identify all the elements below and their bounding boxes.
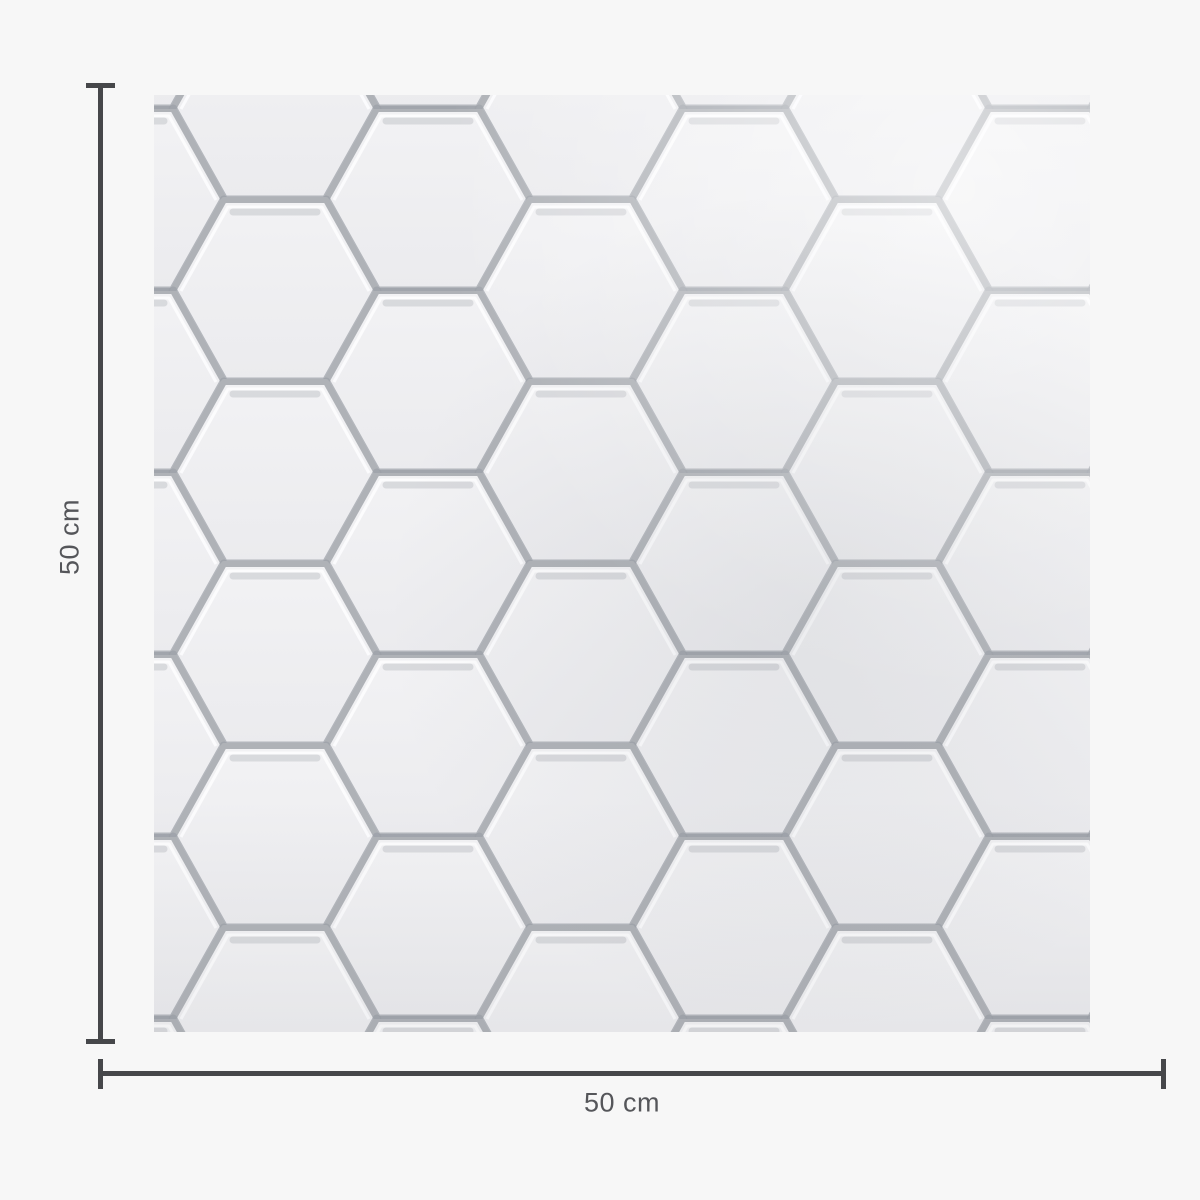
shading-overlay-bottom	[154, 95, 1090, 1032]
width-dimension-label: 50 cm	[583, 1087, 661, 1118]
height-dimension-cap-top	[86, 83, 115, 88]
height-dimension-cap-bottom	[86, 1039, 115, 1044]
hexagon-mosaic-svg	[154, 95, 1090, 1032]
width-dimension-cap-left	[98, 1059, 103, 1089]
height-dimension-label: 50 cm	[54, 498, 85, 576]
height-dimension-line	[98, 85, 103, 1042]
width-dimension-cap-right	[1161, 1059, 1166, 1089]
width-dimension-line	[100, 1071, 1164, 1076]
tile-pattern-image	[154, 95, 1090, 1032]
